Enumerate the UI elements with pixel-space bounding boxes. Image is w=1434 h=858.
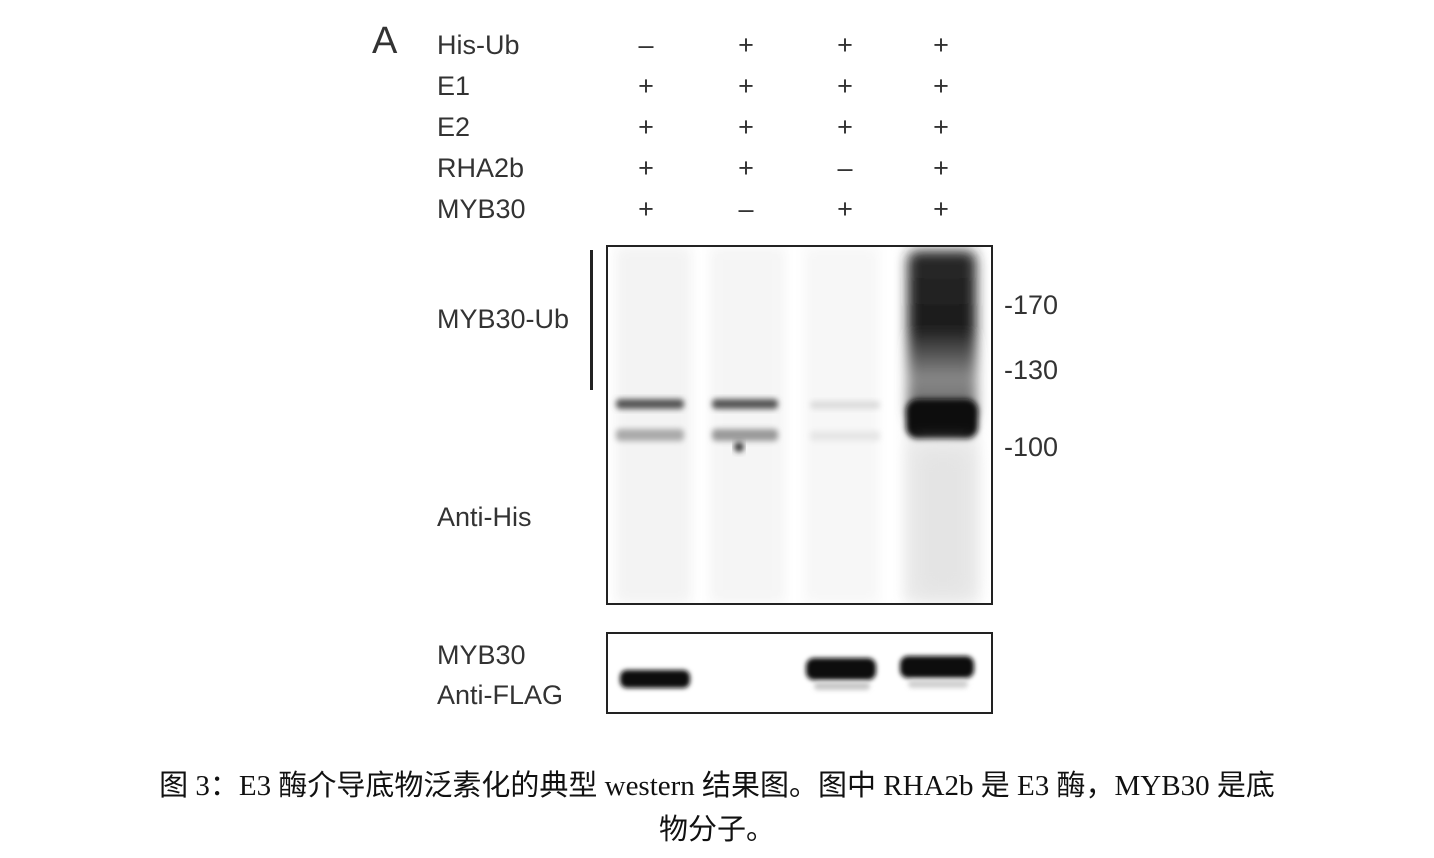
myb30-label: MYB30 xyxy=(437,640,526,670)
mw-marker-130: -130 xyxy=(1004,355,1059,385)
figure-caption-line-1: 图 3：E3 酶介导底物泛素化的典型 western 结果图。图中 RHA2b … xyxy=(159,770,1275,802)
ubiquitin-smear-bracket xyxy=(590,250,593,390)
lane-4-strong-band xyxy=(906,399,978,439)
lane-2-rha2b: + xyxy=(738,153,754,183)
condition-label-his-ub: His-Ub xyxy=(437,30,520,60)
lane-3-e1: + xyxy=(837,71,853,101)
lane-2-spot xyxy=(734,442,744,452)
anti-his-label: Anti-His xyxy=(437,502,532,532)
lane-2-lower-band xyxy=(712,429,778,441)
panel-label: A xyxy=(372,20,398,62)
lane-4-lower-smear xyxy=(914,447,972,597)
lane-4-e2: + xyxy=(933,112,949,142)
anti-his-blot-image xyxy=(616,247,979,603)
flag-lane-4-band xyxy=(900,656,974,678)
lane-2-band xyxy=(712,399,778,409)
lane-4-myb30: + xyxy=(933,194,949,224)
lane-1-e1: + xyxy=(638,71,654,101)
lane-1-myb30: + xyxy=(638,194,654,224)
lane-4-e1: + xyxy=(933,71,949,101)
flag-lane-3-band xyxy=(806,658,876,680)
anti-flag-blot xyxy=(606,632,993,714)
lane-2-his-ub: + xyxy=(738,30,754,60)
anti-flag-blot-image xyxy=(620,656,974,690)
flag-lane-3-lower-band xyxy=(814,682,870,690)
anti-his-blot xyxy=(606,245,993,605)
lane-4-his-ub: + xyxy=(933,30,949,60)
condition-label-e2: E2 xyxy=(437,112,471,142)
condition-label-myb30: MYB30 xyxy=(437,194,526,224)
lane-2-myb30: – xyxy=(738,194,754,224)
lane-2-e1: + xyxy=(738,71,754,101)
condition-label-rha2b: RHA2b xyxy=(437,153,525,183)
lane-3-lower-band xyxy=(810,431,880,441)
lane-1-band xyxy=(616,399,684,409)
myb30-ub-label: MYB30-Ub xyxy=(437,304,570,334)
lane-1-rha2b: + xyxy=(638,153,654,183)
condition-label-e1: E1 xyxy=(437,71,471,101)
flag-lane-4-lower-band xyxy=(908,680,968,688)
lane-1-lower-band xyxy=(616,429,684,441)
lane-3-band xyxy=(810,401,880,409)
lane-1-e2: + xyxy=(638,112,654,142)
lane-4-rha2b: + xyxy=(933,153,949,183)
lane-3-rha2b: – xyxy=(837,153,853,183)
lane-2-e2: + xyxy=(738,112,754,142)
mw-marker-100: -100 xyxy=(1004,432,1059,462)
lane-3-e2: + xyxy=(837,112,853,142)
anti-flag-label: Anti-FLAG xyxy=(437,680,564,710)
mw-marker-170: -170 xyxy=(1004,290,1059,320)
flag-lane-1-band xyxy=(620,670,690,688)
lane-4-ubiquitin-smear xyxy=(908,251,976,421)
lane-3-his-ub: + xyxy=(837,30,853,60)
figure-caption-line-2: 物分子。 xyxy=(658,814,775,846)
lane-3-myb30: + xyxy=(837,194,853,224)
lane-1-his-ub: – xyxy=(638,30,654,60)
